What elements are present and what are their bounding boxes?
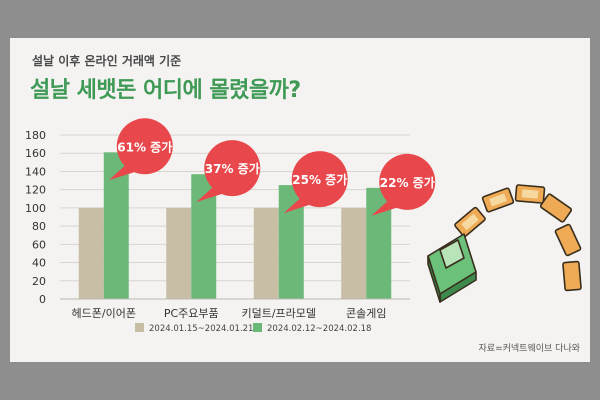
annotation-label: 25% 증가	[292, 172, 347, 187]
bar-base	[253, 207, 279, 299]
y-tick-label: 20	[32, 275, 46, 288]
y-tick-label: 160	[25, 147, 46, 160]
x-tick-label: 헤드폰/이어폰	[72, 307, 136, 320]
annotation-bubble	[204, 140, 261, 197]
x-tick-label: 키덜트/프라모델	[241, 307, 316, 320]
x-tick-label: 콘솔게임	[346, 307, 386, 320]
legend-swatch	[135, 323, 144, 332]
y-tick-label: 0	[39, 293, 46, 306]
bar-base	[341, 207, 367, 299]
annotation-bubble	[116, 118, 173, 175]
source-note: 자료=커넥트웨이브 다나와	[478, 344, 580, 354]
annotation-bubble	[291, 151, 348, 208]
y-tick-label: 120	[25, 184, 46, 197]
annotation-label: 22% 증가	[380, 175, 435, 190]
chart-title: 설날 세뱃돈 어디에 몰렸을까?	[30, 78, 301, 103]
bar-base	[78, 207, 104, 299]
y-tick-label: 180	[25, 129, 46, 142]
bar-base	[166, 207, 192, 299]
legend-label: 2024.02.12~2024.02.18	[267, 324, 371, 334]
annotation-label: 37% 증가	[205, 161, 260, 176]
chart-subtitle: 설날 이후 온라인 거래액 기준	[32, 54, 182, 68]
y-tick-label: 60	[32, 238, 46, 251]
chart-card: 설날 이후 온라인 거래액 기준 설날 세뱃돈 어디에 몰렸을까? 0 20 40 6…	[10, 38, 590, 362]
x-tick-label: PC주요부품	[164, 307, 219, 320]
y-tick-label: 80	[32, 220, 46, 233]
y-tick-label: 40	[32, 257, 46, 270]
y-tick-label: 100	[25, 202, 46, 215]
legend-swatch	[253, 323, 262, 332]
money-arch-icon	[427, 184, 582, 303]
y-tick-label: 140	[25, 165, 46, 178]
legend-label: 2024.01.15~2024.01.21	[149, 324, 253, 334]
bar-chart: 0 20 40 60 80 100 120 140 160 180 헤드폰/이어폰 61% 증가 PC주…	[25, 118, 436, 334]
annotation-label: 61% 증가	[117, 139, 172, 154]
annotation-bubble	[379, 153, 436, 210]
